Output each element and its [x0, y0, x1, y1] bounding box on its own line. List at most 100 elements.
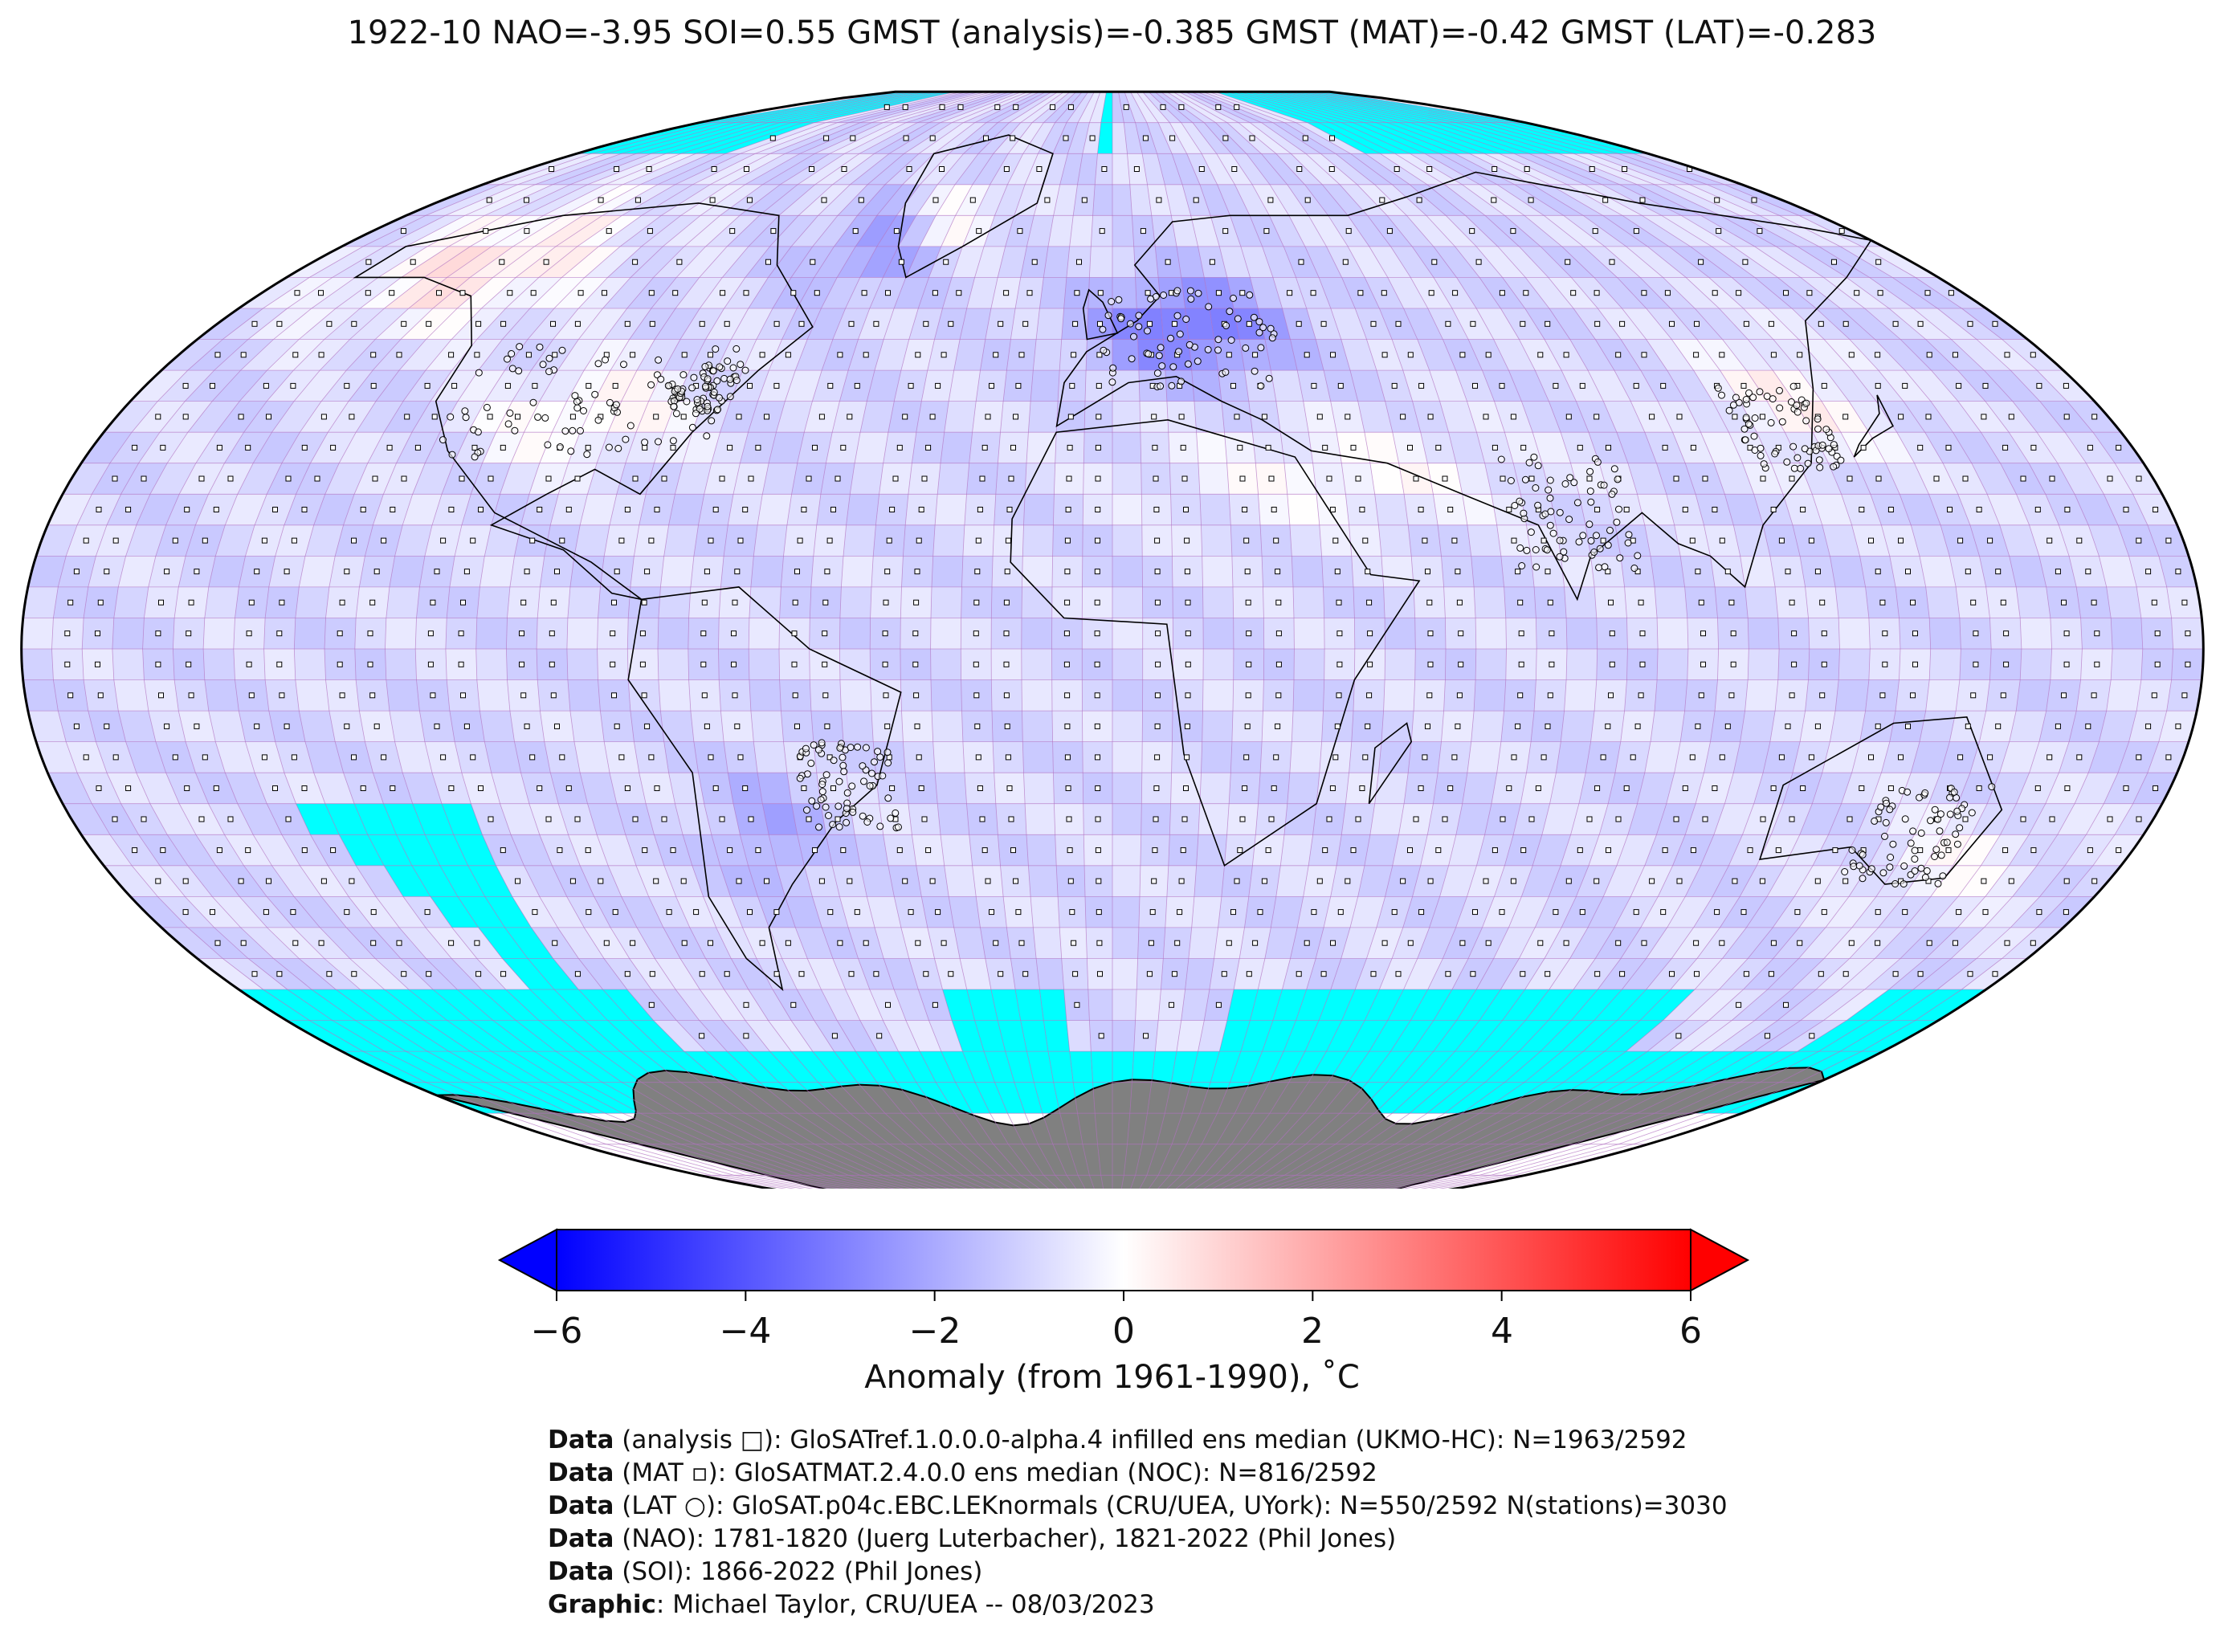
anomaly-cell: [1112, 834, 1141, 866]
analysis-marker: [1394, 166, 1400, 172]
anomaly-cell: [1112, 122, 1128, 154]
analysis-marker: [1606, 847, 1611, 854]
analysis-marker: [1320, 320, 1327, 327]
analysis-marker: [1778, 754, 1785, 761]
anomaly-cell: [394, 524, 432, 557]
analysis-marker: [1215, 104, 1222, 110]
no-data-cell: [1326, 1020, 1365, 1052]
station-marker: [708, 417, 716, 425]
analysis-marker: [1239, 475, 1246, 482]
anomaly-cell: [839, 586, 871, 618]
analysis-marker: [1165, 259, 1171, 265]
analysis-marker: [1639, 630, 1646, 637]
analysis-marker: [2091, 878, 2098, 884]
station-marker: [1586, 487, 1594, 496]
analysis-marker: [1515, 569, 1521, 575]
anomaly-cell: [204, 586, 239, 618]
analysis-marker: [1765, 1033, 1770, 1039]
no-data-cell: [1525, 989, 1574, 1021]
analysis-marker: [1528, 475, 1535, 482]
station-marker: [807, 759, 815, 767]
station-marker: [835, 823, 843, 831]
analysis-marker: [474, 940, 480, 946]
anomaly-cell: [2020, 618, 2052, 649]
anomaly-cell: [1849, 401, 1897, 433]
no-data-cell: [607, 1020, 663, 1052]
station-marker: [1532, 563, 1540, 571]
station-marker: [1135, 312, 1143, 320]
analysis-marker: [1355, 475, 1361, 482]
analysis-marker: [436, 290, 442, 296]
no-data-cell: [936, 1082, 973, 1114]
analysis-marker: [1350, 444, 1357, 451]
analysis-marker: [1848, 352, 1855, 358]
anomaly-cell: [949, 370, 981, 402]
anomaly-cell: [749, 649, 780, 680]
anomaly-cell: [1198, 463, 1230, 495]
analysis-marker: [1898, 537, 1904, 544]
anomaly-cell: [949, 896, 981, 928]
anomaly-cell: [1077, 153, 1098, 185]
anomaly-cell: [273, 308, 337, 340]
analysis-marker: [198, 475, 205, 482]
analysis-marker: [882, 630, 888, 637]
station-marker: [1624, 539, 1632, 547]
analysis-marker: [666, 909, 672, 916]
analysis-marker: [427, 661, 434, 667]
analysis-marker: [1693, 940, 1700, 946]
analysis-marker: [365, 259, 372, 265]
analysis-marker: [1981, 878, 1987, 884]
analysis-marker: [998, 320, 1004, 327]
anomaly-cell: [149, 803, 196, 835]
anomaly-cell: [875, 927, 909, 959]
anomaly-cell: [1549, 308, 1596, 340]
analysis-marker: [641, 599, 647, 606]
analysis-marker: [1882, 630, 1888, 637]
analysis-marker: [830, 785, 836, 791]
analysis-marker: [747, 909, 753, 916]
analysis-marker: [1933, 475, 1940, 482]
anomaly-cell: [1904, 896, 1958, 928]
anomaly-cell: [1066, 1020, 1092, 1052]
analysis-marker: [1630, 754, 1636, 761]
analysis-marker: [653, 878, 659, 884]
anomaly-cell: [215, 524, 255, 557]
no-data-cell: [1374, 1082, 1426, 1114]
analysis-marker: [1296, 166, 1303, 172]
analysis-marker: [1018, 940, 1025, 946]
anomaly-cell: [785, 896, 822, 928]
anomaly-cell: [1341, 339, 1377, 371]
analysis-marker: [610, 661, 616, 667]
analysis-marker: [2116, 444, 2122, 451]
anomaly-cell: [130, 896, 188, 928]
analysis-marker: [1970, 692, 1977, 699]
analysis-marker: [973, 630, 979, 637]
analysis-marker: [602, 290, 607, 296]
analysis-marker: [434, 569, 440, 575]
analysis-marker: [1418, 909, 1425, 916]
analysis-marker: [818, 414, 825, 420]
station-marker: [594, 416, 602, 424]
anomaly-cell: [1929, 618, 1961, 649]
analysis-marker: [330, 847, 337, 854]
anomaly-cell: [1410, 184, 1466, 216]
no-data-cell: [1039, 989, 1067, 1021]
analysis-marker: [1367, 630, 1373, 637]
analysis-marker: [155, 878, 161, 884]
station-marker: [1921, 874, 1929, 881]
anomaly-cell: [740, 122, 838, 154]
anomaly-cell: [894, 989, 929, 1021]
anomaly-cell: [1194, 401, 1225, 433]
anomaly-cell: [1288, 215, 1327, 247]
station-marker: [1242, 344, 1250, 352]
analysis-marker: [1426, 166, 1433, 172]
station-marker: [729, 364, 737, 372]
station-marker: [854, 743, 862, 751]
analysis-marker: [1064, 599, 1071, 606]
analysis-marker: [1789, 599, 1795, 606]
station-marker: [679, 371, 688, 379]
anomaly-cell: [1987, 494, 2030, 525]
analysis-marker: [529, 754, 536, 761]
analysis-marker: [680, 878, 687, 884]
station-marker: [1175, 348, 1182, 356]
